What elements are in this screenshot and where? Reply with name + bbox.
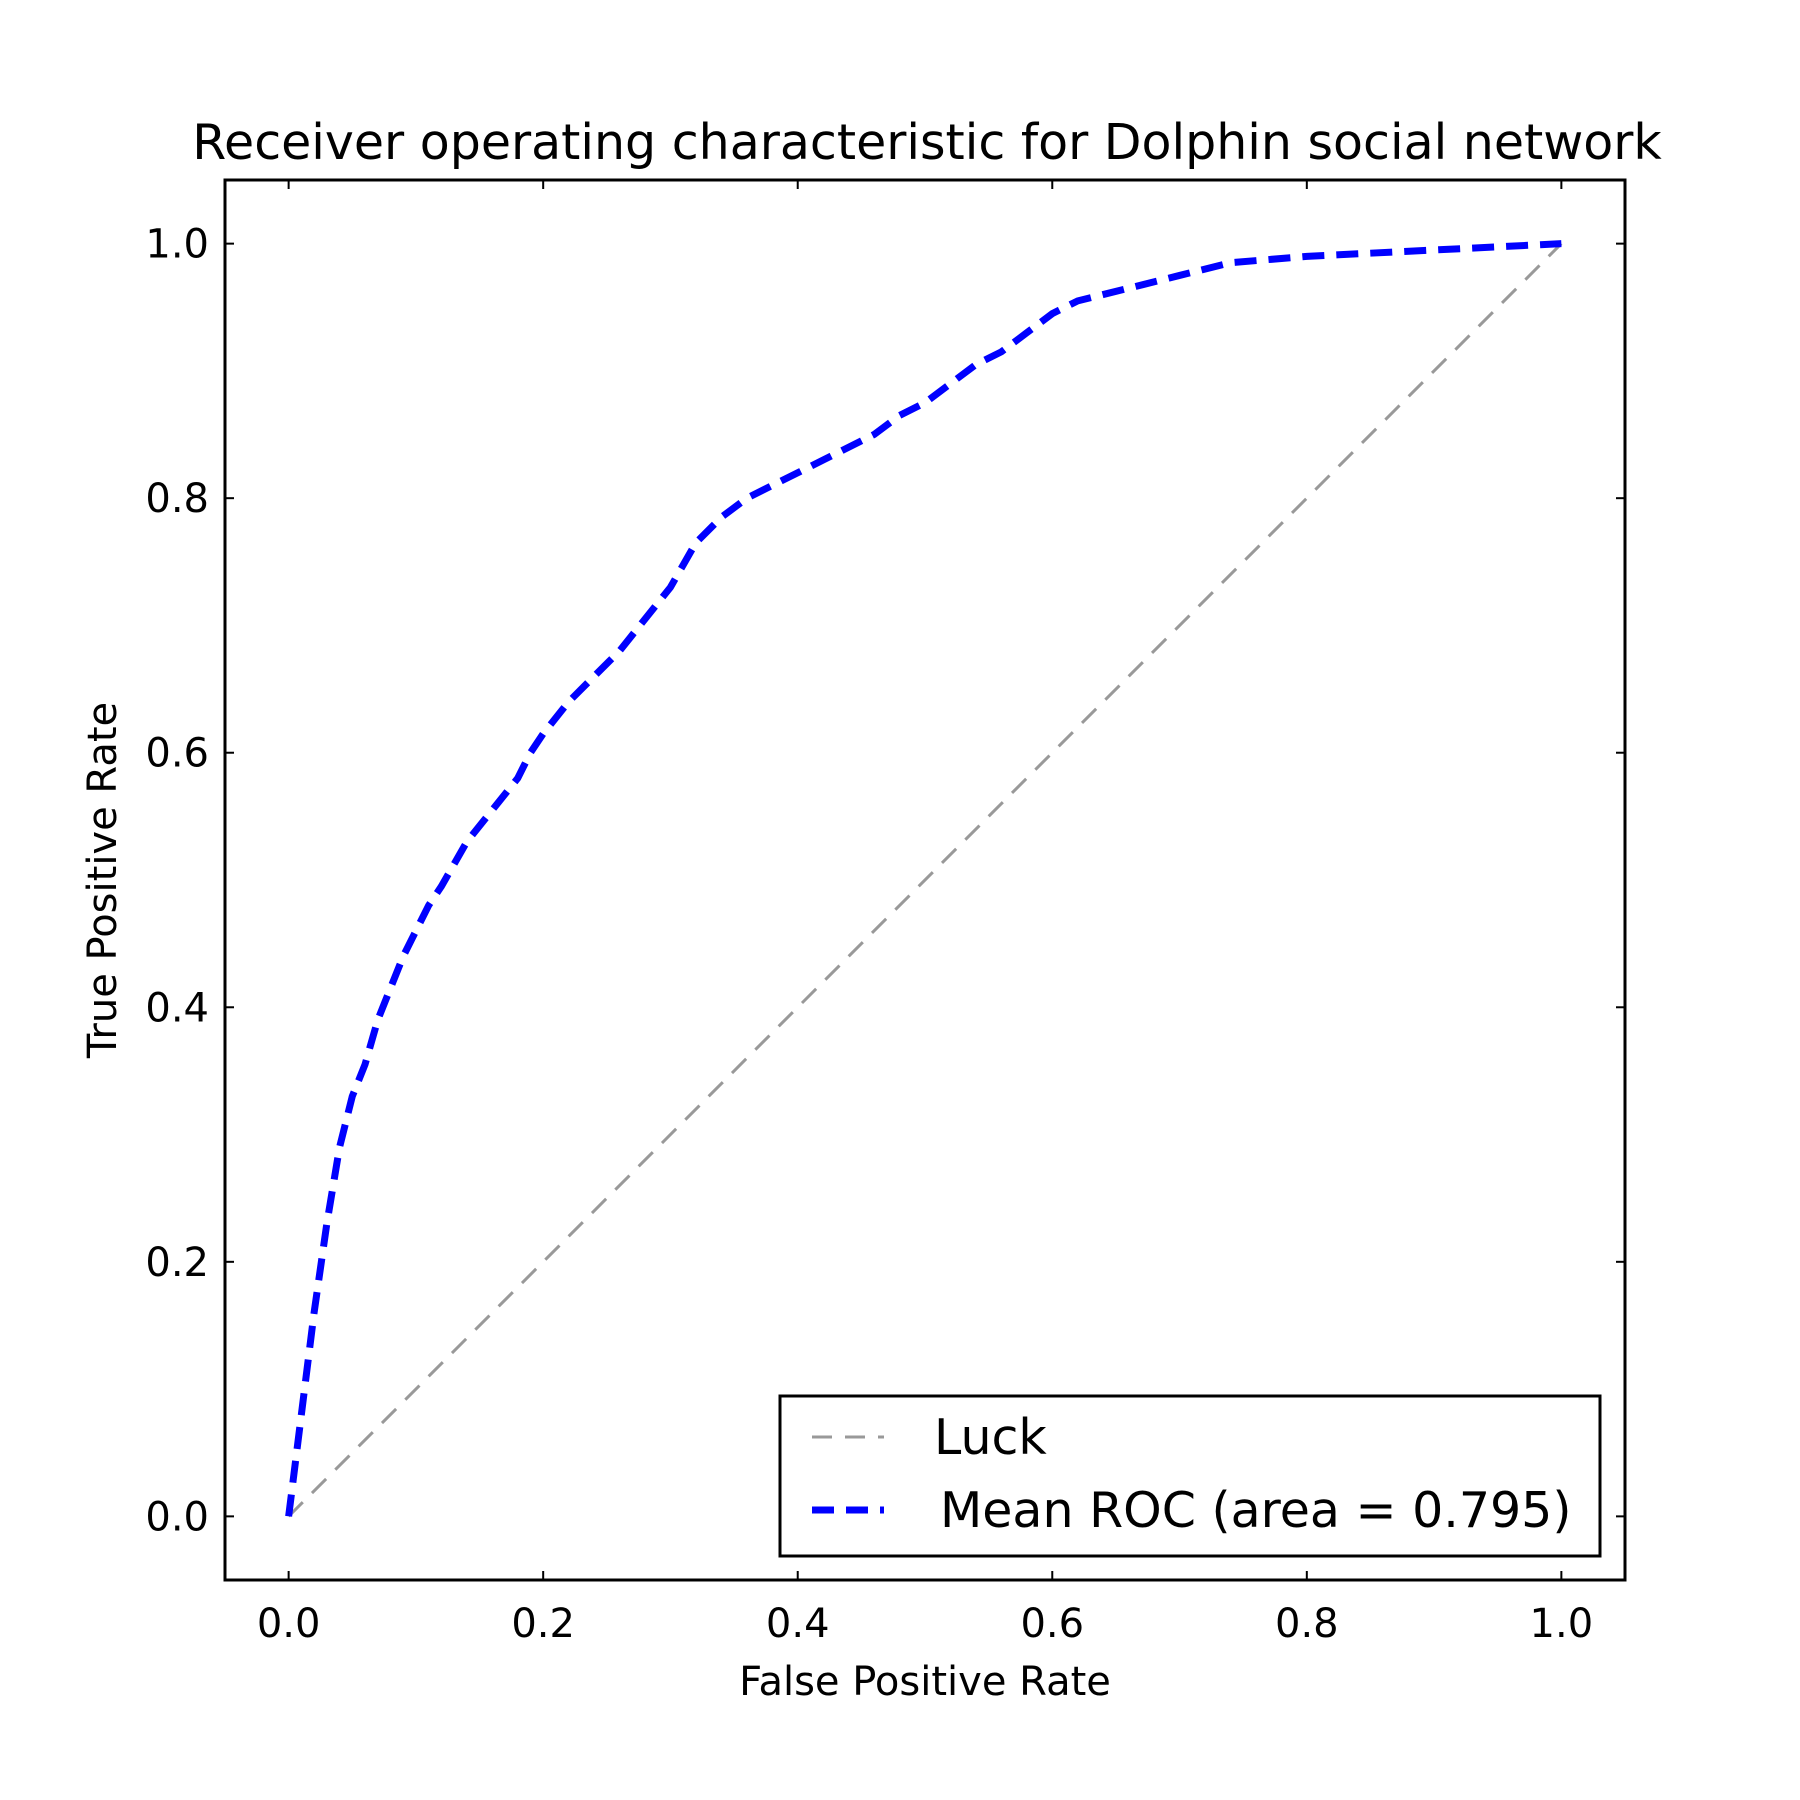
y-tick-label: 0.8 — [145, 476, 209, 522]
legend-box — [778, 1394, 1602, 1558]
plot-frame — [223, 178, 1627, 1582]
y-tick-label: 0.2 — [145, 1240, 209, 1286]
y-tick-label: 0.0 — [145, 1494, 209, 1540]
legend-label-mean-roc: Mean ROC (area = 0.795) — [940, 1482, 1571, 1539]
x-tick-label: 0.4 — [766, 1601, 830, 1647]
x-tick-label: 0.0 — [257, 1601, 321, 1647]
ticks-layer: 0.0 0.2 0.4 0.6 0.8 1.0 0.0 0.2 0.4 0.6 0.8 1.0 — [145, 180, 1625, 1647]
x-tick-label: 0.2 — [511, 1601, 575, 1647]
x-axis-label: False Positive Rate — [739, 1659, 1111, 1705]
y-tick-label: 0.6 — [145, 731, 209, 777]
y-axis-label: True Positive Rate — [80, 702, 126, 1059]
legend-label-luck: Luck — [934, 1409, 1047, 1466]
series-layer — [285, 240, 1563, 1518]
y-tick-label: 0.4 — [145, 985, 209, 1031]
legend: Luck Mean ROC (area = 0.795) — [778, 1394, 1602, 1558]
x-tick-label: 1.0 — [1530, 1601, 1594, 1647]
y-tick-label: 1.0 — [145, 222, 209, 268]
series-line-mean-roc — [285, 240, 1562, 1517]
chart-title: Receiver operating characteristic for Do… — [192, 114, 1662, 171]
x-tick-label: 0.8 — [1275, 1601, 1339, 1647]
x-tick-label: 0.6 — [1020, 1601, 1084, 1647]
series-line-luck — [287, 242, 1563, 1518]
